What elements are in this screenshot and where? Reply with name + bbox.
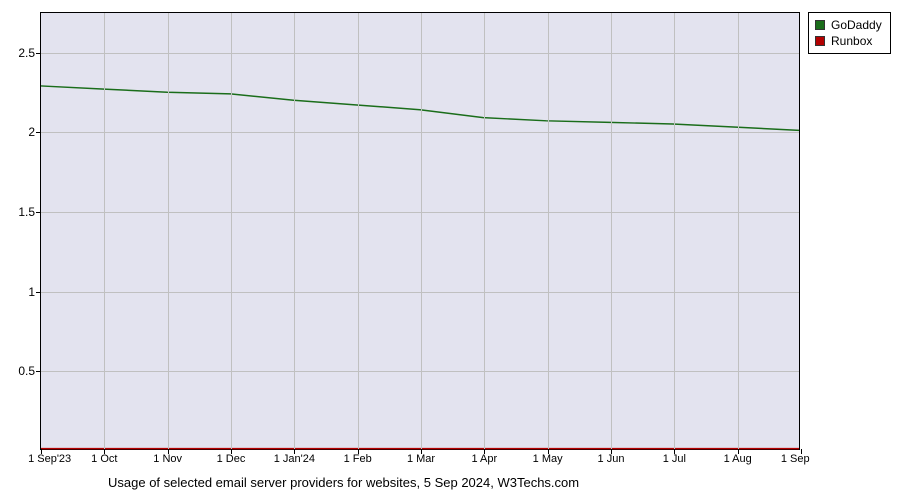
gridline-vertical bbox=[358, 13, 359, 449]
gridline-vertical bbox=[168, 13, 169, 449]
xtick-label: 1 Sep bbox=[781, 453, 810, 465]
series-line-godaddy bbox=[41, 86, 799, 130]
gridline-vertical bbox=[421, 13, 422, 449]
xtick-label: 1 Aug bbox=[724, 453, 752, 465]
ytick-mark bbox=[36, 292, 41, 293]
legend-swatch bbox=[815, 20, 825, 30]
gridline-vertical bbox=[231, 13, 232, 449]
gridline-vertical bbox=[611, 13, 612, 449]
gridline-vertical bbox=[294, 13, 295, 449]
legend-item: GoDaddy bbox=[815, 17, 882, 33]
gridline-vertical bbox=[738, 13, 739, 449]
xtick-label: 1 Oct bbox=[91, 453, 117, 465]
xtick-label: 1 Apr bbox=[471, 453, 497, 465]
xtick-label: 1 Jul bbox=[663, 453, 686, 465]
series-layer bbox=[41, 13, 799, 449]
xtick-label: 1 Dec bbox=[217, 453, 246, 465]
gridline-horizontal bbox=[41, 132, 799, 133]
gridline-horizontal bbox=[41, 292, 799, 293]
legend-label: GoDaddy bbox=[831, 17, 882, 33]
ytick-label: 0.5 bbox=[18, 364, 35, 378]
gridline-horizontal bbox=[41, 371, 799, 372]
ytick-label: 1.5 bbox=[18, 205, 35, 219]
chart-caption: Usage of selected email server providers… bbox=[108, 475, 579, 490]
gridline-horizontal bbox=[41, 212, 799, 213]
ytick-label: 2 bbox=[28, 125, 35, 139]
gridline-vertical bbox=[484, 13, 485, 449]
ytick-mark bbox=[36, 132, 41, 133]
xtick-label: 1 Nov bbox=[153, 453, 182, 465]
ytick-label: 2.5 bbox=[18, 46, 35, 60]
xtick-label: 1 Jun bbox=[598, 453, 625, 465]
ytick-mark bbox=[36, 371, 41, 372]
legend-label: Runbox bbox=[831, 33, 872, 49]
xtick-label: 1 Feb bbox=[344, 453, 372, 465]
ytick-mark bbox=[36, 212, 41, 213]
xtick-label: 1 Jan'24 bbox=[274, 453, 315, 465]
xtick-label: 1 Mar bbox=[407, 453, 435, 465]
chart-container: 0.5 1 1.5 2 2.5 1 Sep'23 1 Oct 1 Nov 1 Dec 1 Jan'… bbox=[0, 0, 900, 500]
ytick-label: 1 bbox=[28, 285, 35, 299]
gridline-horizontal bbox=[41, 53, 799, 54]
legend-item: Runbox bbox=[815, 33, 882, 49]
plot-area: 0.511.522.51 Sep'231 Oct1 Nov1 Dec1 Jan'… bbox=[40, 12, 800, 450]
ytick-mark bbox=[36, 53, 41, 54]
legend-swatch bbox=[815, 36, 825, 46]
xtick-label: 1 May bbox=[533, 453, 563, 465]
gridline-vertical bbox=[674, 13, 675, 449]
gridline-vertical bbox=[548, 13, 549, 449]
legend: GoDaddyRunbox bbox=[808, 12, 891, 54]
gridline-vertical bbox=[104, 13, 105, 449]
xtick-label: 1 Sep'23 bbox=[28, 453, 71, 465]
